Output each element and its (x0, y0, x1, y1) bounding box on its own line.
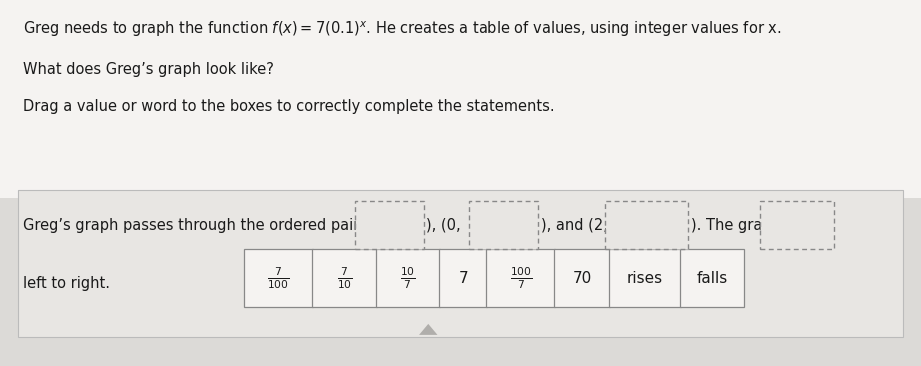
FancyBboxPatch shape (486, 249, 555, 307)
FancyBboxPatch shape (18, 190, 903, 304)
FancyBboxPatch shape (244, 249, 313, 307)
Text: Drag a value or word to the boxes to correctly complete the statements.: Drag a value or word to the boxes to cor… (23, 99, 554, 113)
Text: $\frac{100}{7}$: $\frac{100}{7}$ (509, 265, 532, 291)
Text: Greg’s graph passes through the ordered pairs (−1,: Greg’s graph passes through the ordered … (23, 218, 406, 232)
Text: 7: 7 (459, 271, 468, 285)
FancyBboxPatch shape (680, 249, 744, 307)
Text: falls: falls (696, 271, 728, 285)
Text: ). The graph: ). The graph (691, 218, 784, 232)
FancyBboxPatch shape (0, 198, 921, 366)
FancyBboxPatch shape (760, 201, 834, 249)
FancyBboxPatch shape (355, 201, 424, 249)
Text: Greg needs to graph the function $f(x) = 7(0.1)^x$. He creates a table of values: Greg needs to graph the function $f(x) =… (23, 19, 782, 39)
FancyBboxPatch shape (554, 249, 610, 307)
Text: $\frac{10}{7}$: $\frac{10}{7}$ (401, 265, 415, 291)
Text: 70: 70 (573, 271, 591, 285)
FancyBboxPatch shape (439, 249, 487, 307)
FancyBboxPatch shape (376, 249, 440, 307)
FancyBboxPatch shape (469, 201, 538, 249)
Text: $\frac{7}{100}$: $\frac{7}{100}$ (267, 265, 290, 291)
Polygon shape (419, 324, 437, 335)
Text: ), (0,: ), (0, (426, 218, 464, 232)
Text: left to right.: left to right. (23, 276, 110, 291)
Text: What does Greg’s graph look like?: What does Greg’s graph look like? (23, 62, 274, 77)
Text: rises: rises (626, 271, 663, 285)
FancyBboxPatch shape (312, 249, 377, 307)
FancyBboxPatch shape (18, 190, 903, 337)
Text: $\frac{7}{10}$: $\frac{7}{10}$ (337, 265, 352, 291)
FancyBboxPatch shape (605, 201, 688, 249)
FancyBboxPatch shape (0, 0, 921, 198)
FancyBboxPatch shape (609, 249, 681, 307)
Text: ), and (2,: ), and (2, (541, 218, 611, 232)
